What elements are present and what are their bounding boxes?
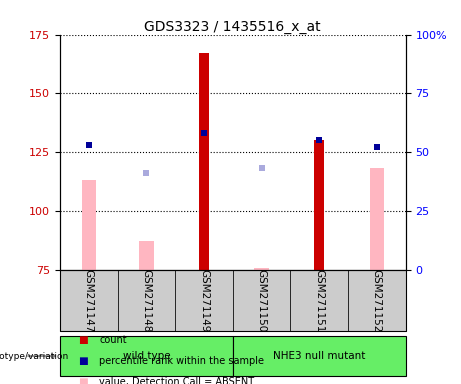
Bar [175, 270, 233, 331]
Text: wild type: wild type [123, 351, 170, 361]
Text: GSM271152: GSM271152 [372, 269, 382, 332]
Text: count: count [99, 335, 127, 345]
Text: NHE3 null mutant: NHE3 null mutant [273, 351, 366, 361]
Bar [290, 270, 348, 331]
Text: GSM271150: GSM271150 [257, 269, 266, 332]
Bar [254, 268, 269, 270]
Bar [60, 336, 233, 376]
Text: ■: ■ [78, 377, 88, 384]
Bar [118, 270, 175, 331]
Text: GSM271151: GSM271151 [314, 269, 324, 332]
Bar [60, 270, 406, 331]
Bar [199, 53, 209, 270]
Text: genotype/variation: genotype/variation [0, 351, 68, 361]
Bar [82, 180, 96, 270]
Text: ■: ■ [78, 356, 88, 366]
Text: percentile rank within the sample: percentile rank within the sample [99, 356, 264, 366]
Text: GSM271149: GSM271149 [199, 269, 209, 332]
Bar [370, 169, 384, 270]
Bar [60, 270, 118, 331]
Bar [314, 140, 325, 270]
Text: GSM271148: GSM271148 [142, 269, 151, 332]
Text: value, Detection Call = ABSENT: value, Detection Call = ABSENT [99, 377, 254, 384]
Bar [348, 270, 406, 331]
Bar [233, 336, 406, 376]
Title: GDS3323 / 1435516_x_at: GDS3323 / 1435516_x_at [144, 20, 321, 33]
Bar [139, 241, 154, 270]
Text: ■: ■ [78, 335, 88, 345]
Text: GSM271147: GSM271147 [84, 269, 94, 332]
Bar [233, 270, 290, 331]
